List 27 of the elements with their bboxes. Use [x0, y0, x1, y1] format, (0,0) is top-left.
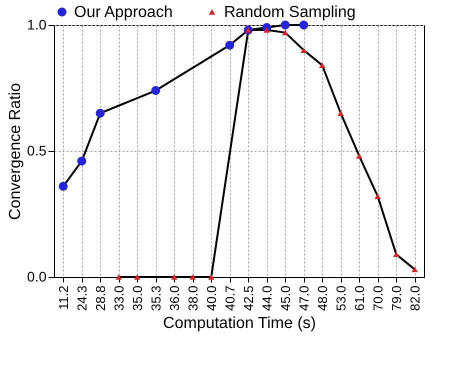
- x-tick-label: 40.0: [204, 286, 219, 311]
- x-tick-label: 47.0: [296, 286, 312, 311]
- x-tick-label: 11.2: [56, 286, 71, 310]
- legend-label: Our Approach: [74, 4, 173, 21]
- x-tick-label: 35.0: [130, 286, 145, 311]
- x-tick-label: 70.0: [370, 286, 386, 311]
- x-tick-label: 36.0: [166, 286, 182, 311]
- x-tick-label: 53.0: [333, 286, 348, 311]
- x-tick-label: 48.0: [314, 286, 330, 311]
- y-tick-label: 1.0: [27, 16, 47, 32]
- x-tick-label: 40.7: [222, 286, 238, 311]
- x-tick-label: 82.0: [407, 286, 422, 311]
- y-tick-label: 0.0: [27, 268, 47, 284]
- y-axis-title: Convergence Ratio: [7, 82, 24, 220]
- x-tick-label: 45.0: [278, 286, 293, 311]
- x-tick-label: 79.0: [388, 286, 404, 311]
- x-tick-label: 28.8: [92, 286, 108, 311]
- legend-label: Random Sampling: [224, 4, 356, 21]
- x-tick-label: 61.0: [352, 286, 367, 311]
- y-tick-label: 0.5: [27, 142, 47, 158]
- x-tick-label: 42.5: [240, 286, 256, 311]
- x-tick-label: 35.3: [148, 286, 164, 311]
- x-tick-label: 33.0: [111, 286, 126, 311]
- x-tick-label: 24.3: [74, 286, 90, 311]
- x-axis-title: Computation Time (s): [163, 314, 316, 332]
- x-tick-label: 44.0: [259, 286, 274, 311]
- x-tick-label: 38.0: [185, 286, 200, 311]
